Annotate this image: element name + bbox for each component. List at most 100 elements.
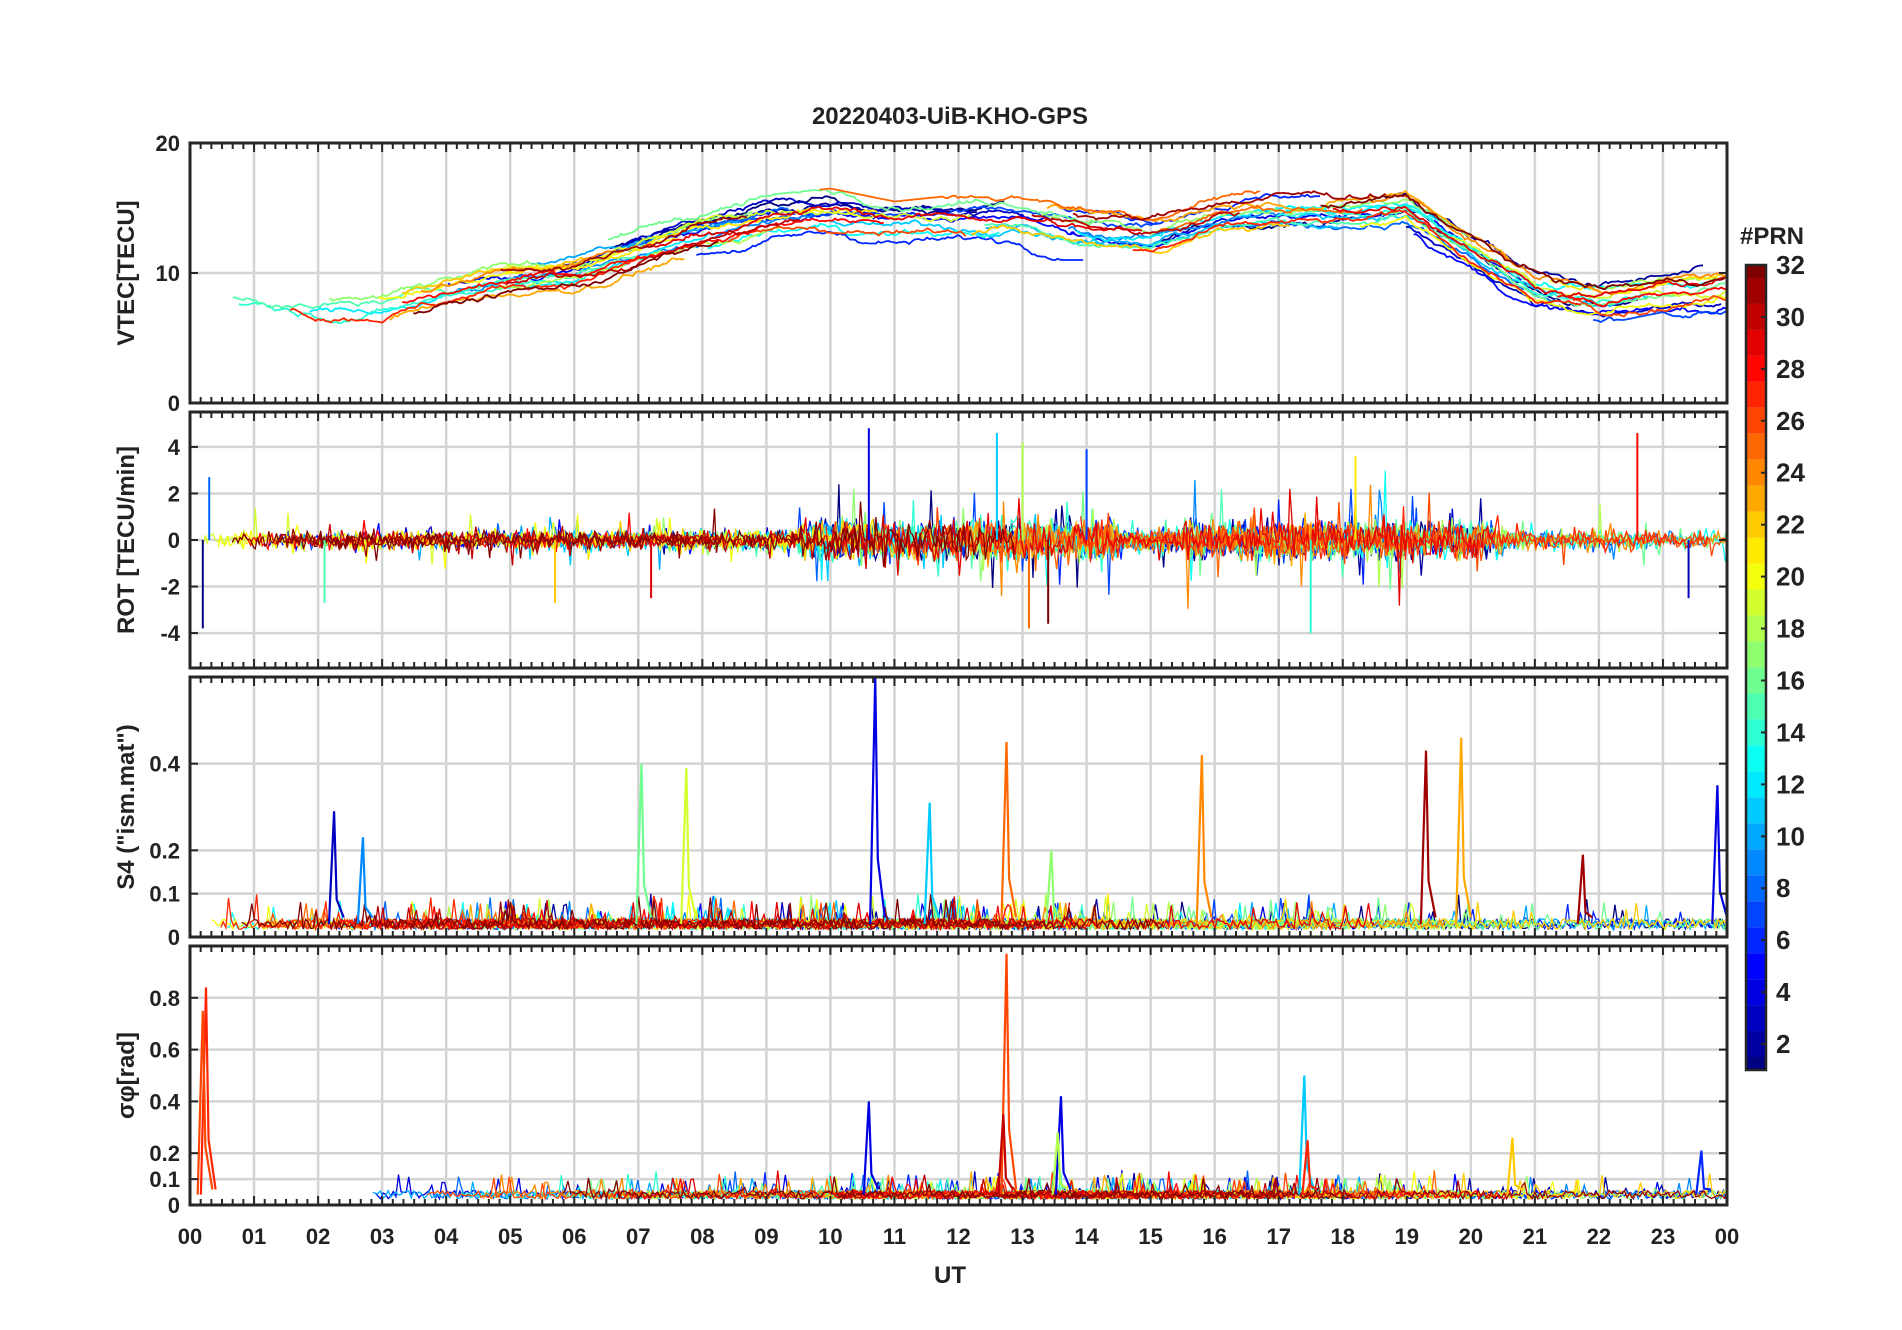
colorbar-segment [1746,486,1766,512]
colorbar-tick-label: 12 [1776,769,1805,799]
colorbar-segment [1746,1057,1766,1070]
x-tick-label: 00 [1715,1224,1739,1249]
x-tick-label: 05 [498,1224,522,1249]
colorbar-tick-label: 4 [1776,977,1791,1007]
y-tick-label: 0.1 [149,1167,180,1192]
colorbar-segment [1746,953,1766,979]
colorbar-tick-label: 16 [1776,665,1805,695]
colorbar-tick-label: 18 [1776,614,1805,644]
y-tick-label: 0 [168,528,180,553]
colorbar-tick-label: 26 [1776,406,1805,436]
colorbar-segment [1746,590,1766,616]
y-tick-label: 0.2 [149,1141,180,1166]
vtec-series-prn-7 [1593,311,1726,322]
x-tick-label: 09 [754,1224,778,1249]
y-tick-label: 0.8 [149,986,180,1011]
x-tick-labels: 00 01 02 03 04 05 06 07 08 09 10 11 12 13 14 15 16 17 18 19… [178,1224,1739,1249]
colorbar-label: #PRN [1740,223,1804,250]
colorbar-segment [1746,382,1766,408]
sigma_phi-spike [1302,1140,1317,1194]
panel-rot: -4 -2 0 2 4 ROT [TECU/min] [113,412,1727,668]
y-tick-label: 0.6 [149,1038,180,1063]
s4-spike [1001,742,1016,924]
series-group [212,677,1727,929]
colorbar-tick-label: 6 [1776,925,1790,955]
colorbar-tick-label: 22 [1776,510,1805,540]
colorbar-tick-label: 32 [1776,250,1805,280]
y-tick-label: 4 [168,435,181,460]
colorbar-segment [1746,265,1766,278]
colorbar-segment [1746,849,1766,875]
colorbar-tick-label: 30 [1776,302,1805,332]
x-tick-label: 02 [306,1224,330,1249]
x-tick-label: 04 [434,1224,459,1249]
s4-spike [1421,751,1436,924]
colorbar-segment [1746,797,1766,823]
y-axis-label: σφ[rad] [113,1032,140,1119]
panels: 01020VTEC[TECU]-4-2024ROT [TECU/min]00.1… [113,131,1727,1218]
x-tick-label: 21 [1523,1224,1547,1249]
colorbar-tick-label: 8 [1776,873,1790,903]
series-group [202,428,1728,633]
x-axis-label: UT [934,1262,966,1289]
s4-spike [870,677,885,924]
colorbar-segment [1746,642,1766,668]
x-tick-label: 00 [178,1224,202,1249]
colorbar-segment [1746,901,1766,927]
y-tick-label: 20 [156,131,180,156]
y-axis-label: ROT [TECU/min] [113,446,140,634]
x-tick-label: 03 [370,1224,394,1249]
sigma_phi-spike [1001,954,1016,1195]
y-tick-label: -2 [160,575,180,600]
x-tick-label: 13 [1010,1224,1034,1249]
panel-sigma_phi: 00.10.2 0.4 0.6 0.8 σφ[rad] [113,946,1727,1218]
panel-vtec: 0 10 20 VTEC[TECU] [113,131,1727,416]
colorbar-tick-label: 28 [1776,354,1805,384]
colorbar-segment [1746,1005,1766,1031]
colorbar-segment [1746,538,1766,564]
y-tick-label: 10 [156,261,180,286]
colorbar-segment [1746,278,1766,304]
grid [190,677,1727,937]
colorbar-tick-label: 10 [1776,821,1805,851]
panel-s4: 0 0.1 0.2 0.4 S4 ("ism.mat") [113,677,1727,950]
x-tick-label: 07 [626,1224,650,1249]
x-tick-label: 12 [946,1224,970,1249]
x-tick-label: 14 [1074,1224,1099,1249]
colorbar-tick-label: 20 [1776,562,1805,592]
y-tick-label: 0.1 [149,882,180,907]
x-tick-label: 18 [1331,1224,1355,1249]
y-axis-label: S4 ("ism.mat") [113,724,140,889]
x-tick-label: 15 [1138,1224,1162,1249]
colorbar-segment [1746,693,1766,719]
colorbar-tick-label: 2 [1776,1029,1790,1059]
y-axis-label: VTEC[TECU] [113,200,140,345]
x-tick-label: 23 [1651,1224,1675,1249]
sigma_phi-spike [1696,1151,1711,1195]
sigma_phi-spike [998,1114,1013,1194]
s4-spike [1712,785,1727,924]
y-tick-label: 0.2 [149,838,180,863]
s4-spike [1197,755,1212,924]
vtec-series-prn-1 [1154,210,1638,306]
colorbar-segment [1746,330,1766,356]
chart-title: 20220403-UiB-KHO-GPS [812,103,1088,130]
y-tick-label: 2 [168,481,180,506]
colorbar-segment [1746,434,1766,460]
y-tick-label: 0.4 [149,1089,180,1114]
colorbar-segment [1746,745,1766,771]
x-tick-label: 19 [1395,1224,1419,1249]
x-tick-label: 11 [883,1224,906,1249]
x-tick-label: 16 [1202,1224,1226,1249]
s4-spike [329,811,344,924]
y-tick-label: 0.4 [149,752,180,777]
sigma_phi-spike [1299,1076,1314,1195]
x-tick-label: 06 [562,1224,586,1249]
x-tick-label: 10 [818,1224,842,1249]
x-tick-label: 01 [242,1224,266,1249]
y-tick-label: -4 [160,621,180,646]
x-tick-label: 22 [1587,1224,1611,1249]
colorbar-tick-label: 14 [1776,717,1805,747]
x-tick-label: 08 [690,1224,714,1249]
